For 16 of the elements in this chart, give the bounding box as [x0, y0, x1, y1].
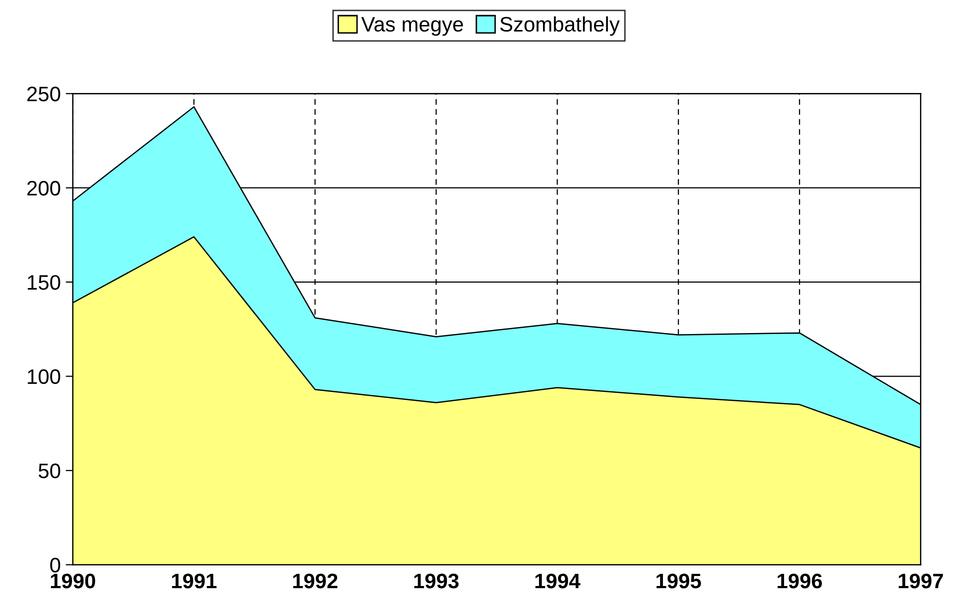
x-tick-label: 1994	[535, 574, 580, 588]
legend-label: Vas megye	[361, 17, 463, 36]
x-tick-label: 1993	[414, 574, 459, 588]
x-tick-label: 1990	[50, 574, 96, 588]
legend-label: Szombathely	[500, 16, 620, 36]
y-tick-label: 50	[38, 464, 60, 478]
y-tick-label: 250	[27, 86, 60, 102]
y-tick-label: 150	[28, 275, 60, 290]
y-tick-label: 200	[27, 180, 60, 196]
x-tick-label: 1992	[293, 574, 338, 588]
y-tick-label: 100	[28, 369, 60, 384]
x-tick-label: 1991	[172, 574, 217, 588]
x-tick-label: 1997	[898, 574, 943, 588]
x-tick-label: 1996	[778, 574, 822, 588]
y-tick-label: 0	[50, 558, 60, 572]
x-tick-label: 1995	[656, 574, 701, 588]
